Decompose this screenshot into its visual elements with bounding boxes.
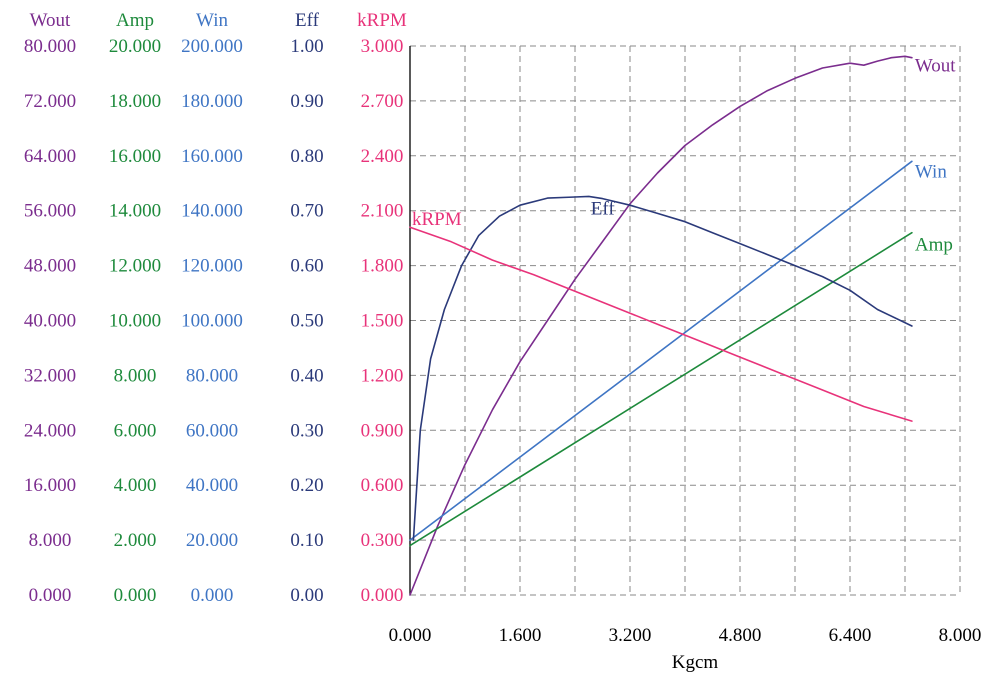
y-tick-label: 3.000 xyxy=(361,36,404,57)
y-tick-label: 0.00 xyxy=(290,585,323,606)
y-tick-label: 72.000 xyxy=(24,91,76,112)
y-tick-label: 0.10 xyxy=(290,530,323,551)
y-tick-label: 4.000 xyxy=(114,475,157,496)
y-tick-label: 0.20 xyxy=(290,475,323,496)
grid xyxy=(409,45,961,596)
y-tick-label: 32.000 xyxy=(24,365,76,386)
series-label-amp: Amp xyxy=(915,235,953,256)
y-tick-label: 0.60 xyxy=(290,256,323,277)
y-tick-label: 0.70 xyxy=(290,201,323,222)
y-tick-label: 180.000 xyxy=(181,91,243,112)
y-tick-label: 80.000 xyxy=(186,365,238,386)
y-tick-label: 10.000 xyxy=(109,311,161,332)
y-tick-label: 14.000 xyxy=(109,201,161,222)
series-line-wout xyxy=(409,55,913,596)
y-axis-amp: Amp 0.000 2.000 4.000 6.000 8.000 10.000 12.000… xyxy=(109,10,161,606)
y-tick-label: 2.400 xyxy=(361,146,404,167)
y-tick-label: 0.000 xyxy=(191,585,234,606)
y-tick-label: 2.700 xyxy=(361,91,404,112)
y-tick-label: 8.000 xyxy=(114,365,157,386)
y-axis-title: Amp xyxy=(116,10,154,31)
y-tick-label: 16.000 xyxy=(109,146,161,167)
y-tick-label: 40.000 xyxy=(24,311,76,332)
series-line-win xyxy=(409,160,913,541)
y-tick-label: 0.000 xyxy=(114,585,157,606)
series-line-krpm xyxy=(409,226,913,422)
x-tick-label: 8.000 xyxy=(939,625,982,646)
y-tick-label: 0.80 xyxy=(290,146,323,167)
y-tick-label: 0.300 xyxy=(361,530,404,551)
y-tick-label: 20.000 xyxy=(186,530,238,551)
series-line-amp xyxy=(409,231,913,547)
x-tick-label: 0.000 xyxy=(389,625,432,646)
y-tick-label: 1.800 xyxy=(361,256,404,277)
y-tick-label: 0.40 xyxy=(290,365,323,386)
x-axis: 0.000 1.600 3.200 4.800 6.400 8.000 Kgcm xyxy=(389,625,982,673)
y-tick-label: 20.000 xyxy=(109,36,161,57)
x-axis-label: Kgcm xyxy=(672,652,719,673)
y-tick-label: 18.000 xyxy=(109,91,161,112)
series-label-win: Win xyxy=(915,161,947,182)
y-tick-label: 0.600 xyxy=(361,475,404,496)
y-tick-label: 0.90 xyxy=(290,91,323,112)
y-tick-label: 0.000 xyxy=(361,585,404,606)
x-tick-label: 4.800 xyxy=(719,625,762,646)
y-tick-label: 140.000 xyxy=(181,201,243,222)
series-label-wout: Wout xyxy=(915,56,956,77)
y-axis-wout: Wout 0.000 8.000 16.000 24.000 32.000 40.000 48… xyxy=(24,10,76,606)
y-tick-label: 160.000 xyxy=(181,146,243,167)
series-label-krpm: kRPM xyxy=(412,209,462,230)
y-tick-label: 2.100 xyxy=(361,201,404,222)
x-tick-label: 6.400 xyxy=(829,625,872,646)
series-label-eff: Eff xyxy=(591,199,616,220)
y-tick-label: 24.000 xyxy=(24,420,76,441)
y-tick-label: 0.900 xyxy=(361,420,404,441)
y-tick-label: 56.000 xyxy=(24,201,76,222)
y-tick-label: 1.200 xyxy=(361,365,404,386)
y-tick-label: 6.000 xyxy=(114,420,157,441)
y-tick-label: 80.000 xyxy=(24,36,76,57)
x-tick-label: 1.600 xyxy=(499,625,542,646)
y-tick-label: 0.000 xyxy=(29,585,72,606)
y-tick-label: 100.000 xyxy=(181,311,243,332)
y-axis-title: kRPM xyxy=(357,10,407,31)
y-tick-label: 0.50 xyxy=(290,311,323,332)
y-tick-label: 120.000 xyxy=(181,256,243,277)
y-tick-label: 48.000 xyxy=(24,256,76,277)
y-tick-label: 200.000 xyxy=(181,36,243,57)
series-line-eff xyxy=(412,195,913,541)
y-tick-label: 16.000 xyxy=(24,475,76,496)
y-tick-label: 1.00 xyxy=(290,36,323,57)
y-tick-label: 2.000 xyxy=(114,530,157,551)
y-axis-title: Eff xyxy=(295,10,320,31)
x-tick-label: 3.200 xyxy=(609,625,652,646)
y-tick-label: 12.000 xyxy=(109,256,161,277)
y-axis-title: Win xyxy=(196,10,228,31)
y-axis-title: Wout xyxy=(30,10,71,31)
y-tick-label: 60.000 xyxy=(186,420,238,441)
y-tick-label: 0.30 xyxy=(290,420,323,441)
y-tick-label: 40.000 xyxy=(186,475,238,496)
y-axis-eff: Eff 0.00 0.10 0.20 0.30 0.40 0.50 0.60 0.70 0.80 0… xyxy=(290,10,323,606)
y-tick-label: 8.000 xyxy=(29,530,72,551)
y-axis-win: Win 0.000 20.000 40.000 60.000 80.000 100.000 1… xyxy=(181,10,243,606)
y-tick-label: 1.500 xyxy=(361,311,404,332)
y-axis-krpm: kRPM 0.000 0.300 0.600 0.900 1.200 1.500 1.800 2… xyxy=(357,10,407,606)
y-tick-label: 64.000 xyxy=(24,146,76,167)
